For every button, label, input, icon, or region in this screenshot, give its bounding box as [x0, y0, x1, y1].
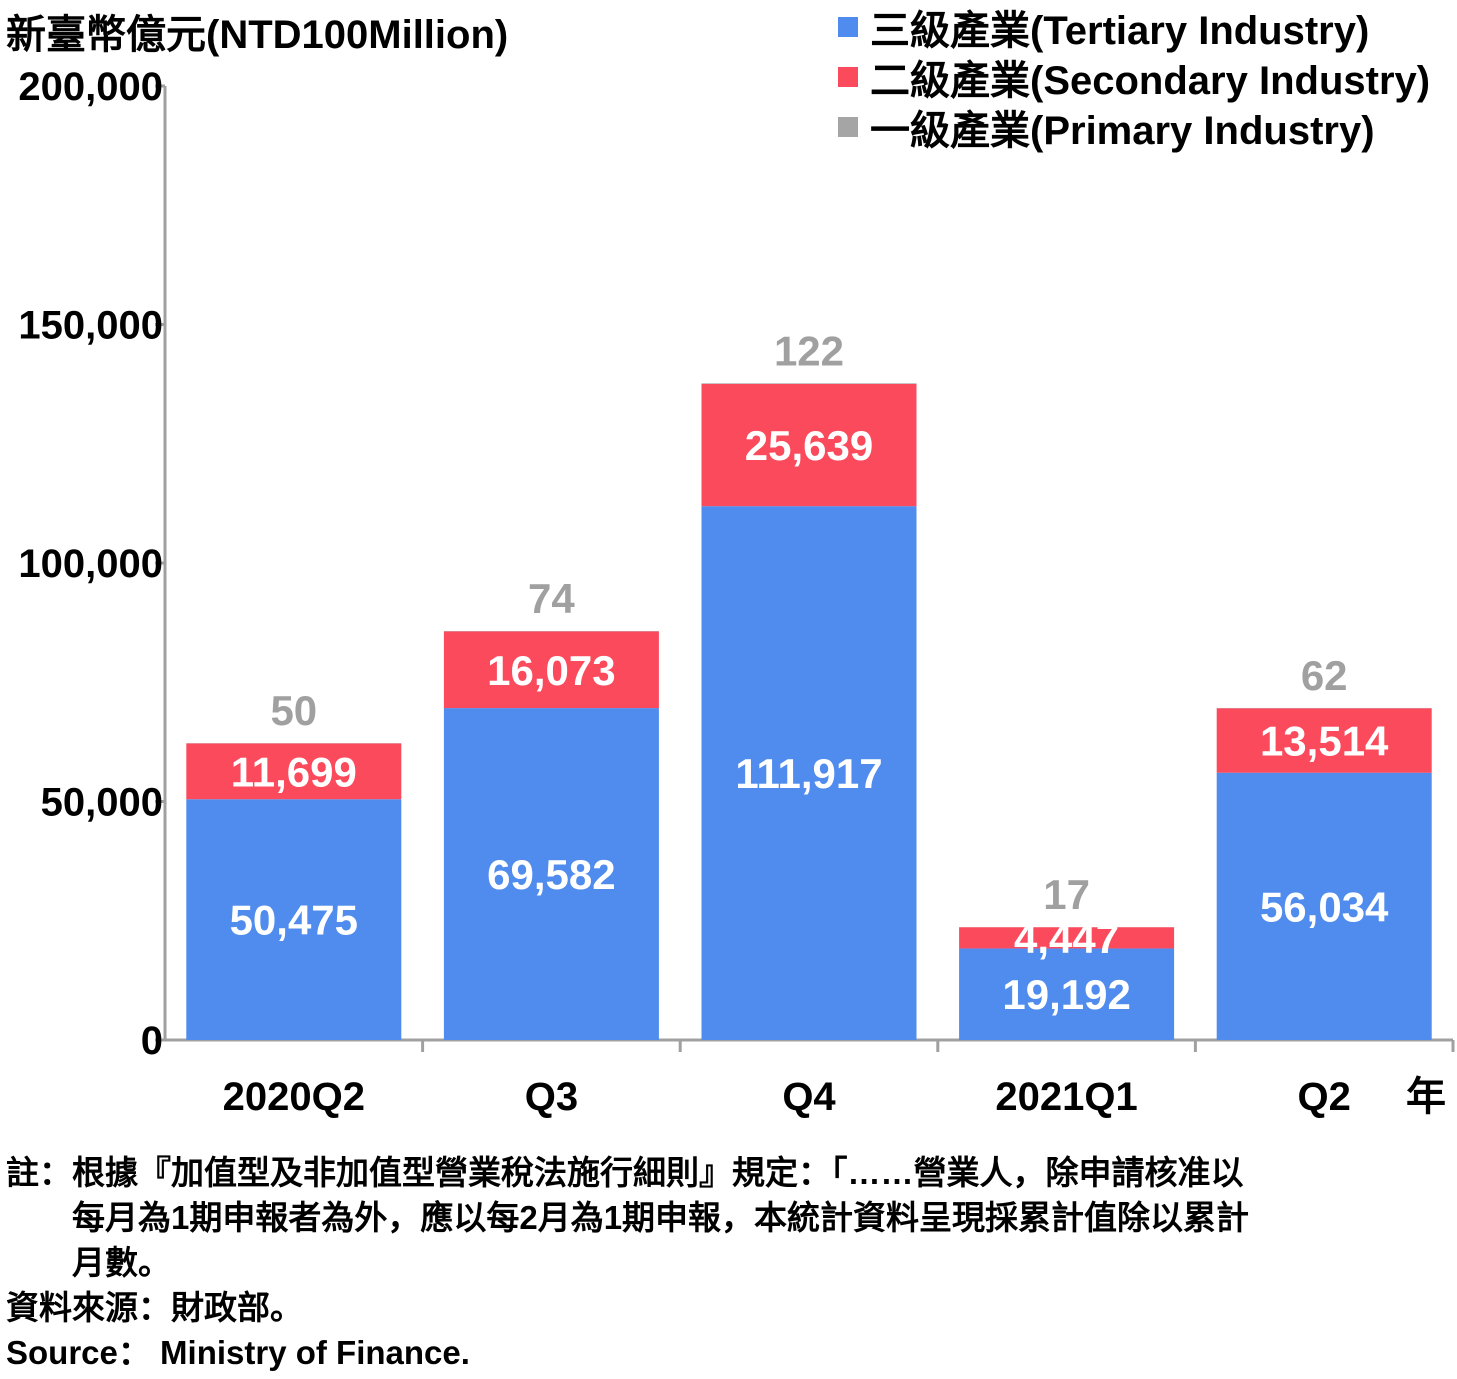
legend-item-primary: 一級產業(Primary Industry): [838, 102, 1430, 153]
x-tick-label: Q4: [782, 1075, 836, 1119]
note-prefix: 註：: [6, 1154, 72, 1191]
chart-legend: 三級產業(Tertiary Industry) 二級產業(Secondary I…: [838, 2, 1430, 153]
bar-secondary: [443, 631, 659, 709]
note-line-1: 根據『加值型及非加值型營業稅法施行細則』規定：「……營業人，除申請核准以: [72, 1154, 1244, 1191]
legend-swatch-secondary: [838, 67, 858, 87]
data-label-tertiary: 69,582: [487, 851, 615, 898]
bar-tertiary: [701, 506, 917, 1041]
x-tick-label: 2020Q2: [223, 1075, 365, 1119]
bar-primary: [701, 383, 917, 384]
bar-tertiary: [1216, 772, 1432, 1040]
bar-tertiary: [959, 948, 1175, 1040]
note-text: 根據『加值型及非加值型營業稅法施行細則』規定：「……營業人，除申請核准以 每月為…: [72, 1150, 1451, 1285]
data-label-tertiary: 50,475: [230, 897, 358, 944]
bar-secondary: [701, 383, 917, 507]
legend-item-tertiary: 三級產業(Tertiary Industry): [838, 2, 1430, 53]
data-label-primary: 17: [1043, 871, 1090, 918]
note-line-3: 月數。: [72, 1244, 171, 1281]
data-label-primary: 74: [528, 575, 575, 622]
y-tick-label: 100,000: [18, 542, 163, 586]
x-tick-label: 2021Q1: [995, 1075, 1137, 1119]
data-label-secondary: 13,514: [1260, 717, 1389, 764]
legend-swatch-primary: [838, 117, 858, 137]
data-label-primary: 62: [1301, 652, 1348, 699]
bar-tertiary: [186, 799, 402, 1040]
data-label-secondary: 25,639: [745, 422, 873, 469]
data-label-tertiary: 111,917: [735, 750, 882, 797]
data-label-secondary: 16,073: [487, 647, 615, 694]
data-label-secondary: 4,447: [1014, 915, 1119, 962]
legend-item-secondary: 二級產業(Secondary Industry): [838, 52, 1430, 103]
x-tick-label: Q3: [525, 1075, 578, 1119]
x-tick-label: Q2: [1298, 1075, 1351, 1119]
legend-swatch-tertiary: [838, 17, 858, 37]
bar-secondary: [186, 743, 402, 800]
note-row: 註： 根據『加值型及非加值型營業稅法施行細則』規定：「……營業人，除申請核准以 …: [6, 1150, 1451, 1285]
bar-secondary: [959, 927, 1175, 949]
data-label-primary: 50: [270, 687, 317, 734]
y-tick-label: 50,000: [41, 781, 163, 825]
data-label-secondary: 11,699: [231, 748, 357, 795]
stacked-bar-chart: 0 50,000 100,000 150,000 200,000 50,475 11,699…: [18, 65, 1455, 1119]
data-label-tertiary: 56,034: [1260, 883, 1389, 930]
source-zh: 資料來源：財政部。: [6, 1289, 303, 1326]
bar-secondary: [1216, 708, 1432, 773]
y-tick-label: 0: [141, 1019, 163, 1063]
legend-label-secondary: 二級產業(Secondary Industry): [870, 59, 1431, 103]
x-axis-unit-label: 年: [1406, 1075, 1446, 1119]
bar-tertiary: [443, 708, 659, 1040]
y-axis-unit-label: 新臺幣億元(NTD100Million): [6, 13, 509, 57]
source-en: Source： Ministry of Finance.: [6, 1334, 470, 1371]
data-label-primary: 122: [774, 327, 844, 374]
note-line-2: 每月為1期申報者為外，應以每2月為1期申報，本統計資料呈現採累計值除以累計: [72, 1199, 1250, 1236]
legend-label-primary: 一級產業(Primary Industry): [870, 109, 1375, 153]
legend-label-tertiary: 三級產業(Tertiary Industry): [870, 9, 1370, 53]
y-tick-label: 150,000: [18, 304, 163, 348]
y-tick-label: 200,000: [18, 65, 163, 109]
chart-notes: 註： 根據『加值型及非加值型營業稅法施行細則』規定：「……營業人，除申請核准以 …: [6, 1150, 1451, 1375]
data-label-tertiary: 19,192: [1002, 971, 1130, 1018]
